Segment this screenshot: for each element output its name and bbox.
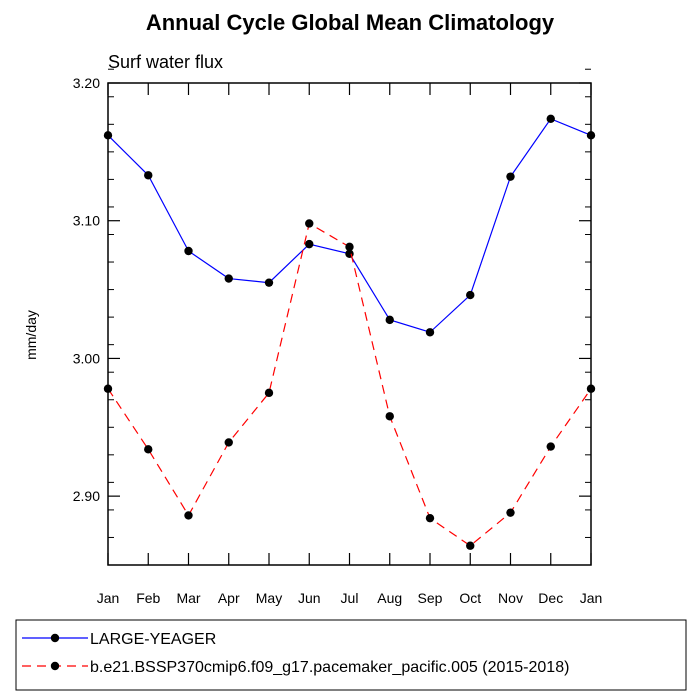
data-point (385, 412, 394, 421)
data-point (305, 239, 314, 249)
data-point (144, 171, 153, 180)
series-line (107, 118, 592, 333)
data-point (345, 242, 354, 252)
y-axis-label: mm/day (23, 310, 39, 360)
data-point (506, 508, 515, 517)
chart-subtitle: Surf water flux (108, 52, 223, 72)
x-tick-label: Mar (176, 590, 200, 606)
legend-label: LARGE-YEAGER (90, 631, 216, 648)
data-point (546, 442, 555, 451)
y-tick-label: 2.90 (73, 488, 100, 504)
x-tick-label: Feb (136, 590, 160, 606)
x-tick-label: Aug (377, 590, 402, 606)
x-tick-label: Dec (538, 590, 563, 606)
legend-label: b.e21.BSSP370cmip6.f09_g17.pacemaker_pac… (90, 659, 569, 676)
data-point (264, 388, 274, 398)
x-tick-label: Jul (341, 590, 359, 606)
data-point (586, 384, 596, 393)
data-point (385, 315, 394, 325)
data-point (586, 131, 596, 140)
x-tick-label: Sep (418, 590, 443, 606)
data-point (425, 328, 435, 337)
data-point (184, 246, 193, 256)
axes: 2.90 3.00 3.10 3.20 Jan Feb Mar Apr May Jun Jul Aug… (73, 68, 603, 606)
data-point (466, 290, 475, 300)
legend-box (15, 619, 687, 691)
x-tick-label: Oct (459, 590, 481, 606)
x-tick-label: Nov (498, 590, 523, 606)
data-point (506, 172, 515, 181)
legend: LARGE-YEAGER b.e21.BSSP370cmip6.f09_g17.p… (22, 631, 569, 676)
data-point (466, 541, 475, 550)
data-point (103, 131, 113, 140)
data-point (546, 114, 555, 124)
x-tick-label: May (256, 590, 282, 606)
y-tick-label: 3.00 (73, 350, 100, 366)
legend-marker (50, 661, 60, 671)
data-point (103, 384, 113, 393)
chart-title: Annual Cycle Global Mean Climatology (146, 10, 555, 35)
plot-frame (107, 82, 592, 566)
series-2 (103, 219, 596, 550)
data-point (184, 511, 193, 520)
data-point (264, 278, 274, 287)
data-point (224, 274, 233, 283)
data-point (144, 445, 153, 454)
legend-entry: LARGE-YEAGER (22, 631, 216, 648)
y-tick-label: 3.10 (73, 213, 100, 229)
data-point (425, 513, 435, 523)
series-line (107, 222, 592, 547)
x-tick-label: Jan (580, 590, 603, 606)
data-point (224, 438, 233, 447)
x-tick-label: Apr (218, 590, 240, 606)
x-tick-label: Jan (97, 590, 120, 606)
legend-entry: b.e21.BSSP370cmip6.f09_g17.pacemaker_pac… (22, 659, 569, 676)
x-tick-label: Jun (298, 590, 321, 606)
series-1 (103, 114, 596, 337)
data-point (305, 219, 314, 228)
series-layer (103, 114, 596, 550)
y-tick-label: 3.20 (73, 75, 100, 91)
legend-marker (50, 633, 60, 643)
